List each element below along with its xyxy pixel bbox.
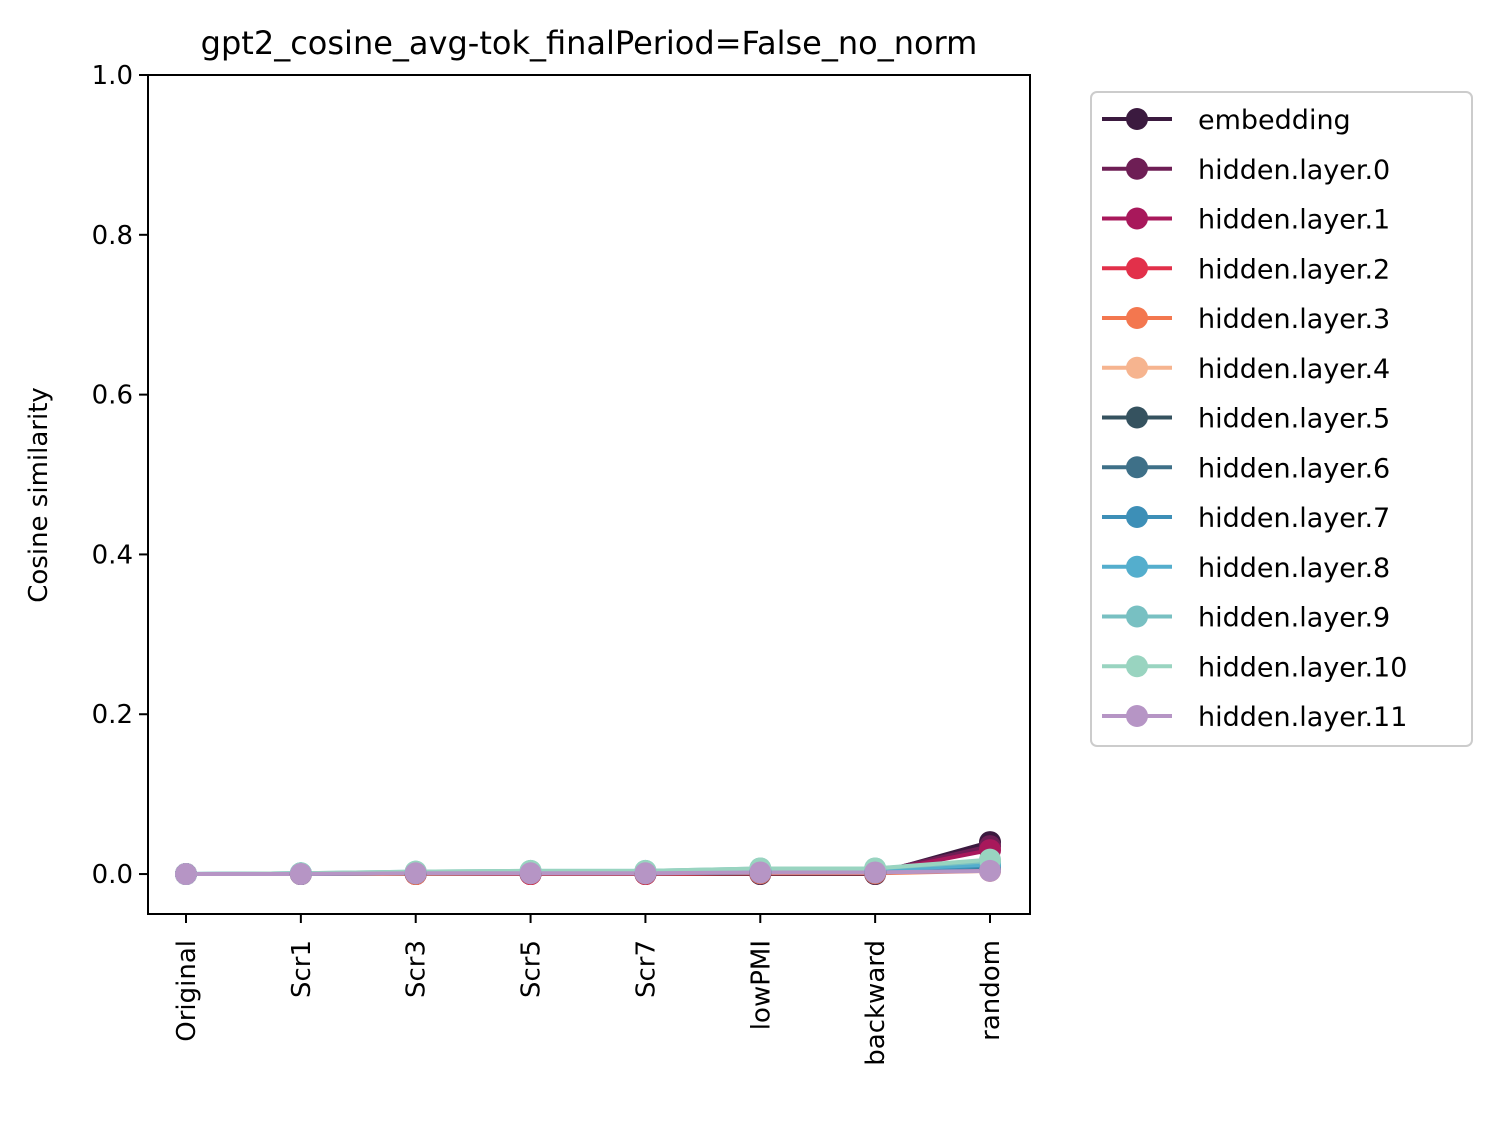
y-tick-label: 0.6 (92, 381, 133, 411)
y-tick-label: 0.4 (92, 540, 133, 570)
data-point (634, 862, 657, 885)
x-tick-label: backward (861, 940, 891, 1066)
legend-item: hidden.layer.8 (1102, 553, 1390, 584)
legend-item: hidden.layer.4 (1102, 354, 1390, 385)
legend-label: hidden.layer.9 (1198, 603, 1390, 634)
data-point (404, 862, 427, 885)
legend-item: hidden.layer.9 (1102, 603, 1390, 634)
legend-marker (1126, 356, 1148, 379)
legend-marker (1126, 655, 1148, 678)
plot-frame (147, 74, 1031, 915)
legend-marker (1126, 108, 1148, 130)
data-point (864, 861, 887, 884)
legend-item: hidden.layer.1 (1102, 205, 1390, 236)
x-tick-label: Scr1 (287, 940, 317, 998)
y-tick-label: 0.8 (92, 221, 133, 251)
legend-marker (1126, 506, 1148, 528)
legend-marker (1126, 705, 1148, 727)
legend-item: hidden.layer.11 (1102, 702, 1407, 733)
data-point (519, 862, 542, 885)
legend-marker (1126, 555, 1148, 578)
y-axis-label: Cosine similarity (24, 387, 54, 603)
x-tick-label: Scr5 (517, 940, 547, 998)
legend-label: hidden.layer.7 (1198, 503, 1390, 534)
legend-item: hidden.layer.10 (1102, 652, 1407, 683)
legend-marker (1126, 157, 1148, 180)
legend-item: hidden.layer.0 (1102, 155, 1390, 186)
x-tick-label: Original (172, 940, 202, 1042)
legend-label: hidden.layer.10 (1198, 652, 1407, 683)
legend-marker (1126, 257, 1148, 280)
legend-item: hidden.layer.5 (1102, 404, 1390, 435)
x-tick-label: lowPMI (746, 940, 776, 1030)
legend-label: hidden.layer.2 (1198, 254, 1390, 285)
legend-label: hidden.layer.5 (1198, 404, 1390, 435)
legend-label: hidden.layer.3 (1198, 304, 1390, 335)
y-tick-label: 0.2 (92, 700, 133, 730)
y-tick-label: 0.0 (92, 860, 133, 890)
legend-item: embedding (1102, 105, 1351, 136)
legend-marker (1126, 307, 1148, 329)
y-axis: 0.0 0.2 0.4 0.6 0.8 1.0 (92, 61, 148, 890)
legend: embedding hidden.layer.0 hidden.layer.1 hid… (1090, 91, 1473, 747)
y-tick-label: 1.0 (92, 61, 133, 91)
x-tick-label: Scr3 (402, 940, 432, 998)
data-point (175, 863, 197, 886)
legend-marker (1126, 406, 1148, 429)
legend-label: embedding (1198, 105, 1351, 136)
legend-label: hidden.layer.8 (1198, 553, 1390, 584)
data-point (289, 863, 312, 886)
legend-box (1090, 91, 1473, 747)
plot-area (175, 831, 1001, 886)
legend-item: hidden.layer.2 (1102, 254, 1390, 285)
x-tick-label: random (976, 940, 1006, 1041)
legend-item: hidden.layer.7 (1102, 503, 1390, 534)
x-axis: Original Scr1 Scr3 Scr5 Scr7 lowPMI backward ra… (172, 914, 1006, 1066)
legend-label: hidden.layer.0 (1198, 155, 1390, 186)
legend-marker (1126, 456, 1148, 479)
series-line-hidden-layer-11 (186, 868, 991, 877)
legend-marker (1126, 207, 1148, 230)
x-tick-label: Scr7 (631, 940, 661, 998)
data-point (979, 859, 1001, 882)
legend-item: hidden.layer.6 (1102, 453, 1390, 484)
legend-label: hidden.layer.11 (1198, 702, 1407, 733)
legend-label: hidden.layer.1 (1198, 205, 1390, 236)
legend-label: hidden.layer.6 (1198, 453, 1390, 484)
legend-marker (1126, 605, 1148, 628)
legend-item: hidden.layer.3 (1102, 304, 1390, 335)
legend-label: hidden.layer.4 (1198, 354, 1390, 385)
chart-title: gpt2_cosine_avg-tok_finalPeriod=False_no… (201, 24, 978, 62)
data-point (749, 861, 772, 884)
